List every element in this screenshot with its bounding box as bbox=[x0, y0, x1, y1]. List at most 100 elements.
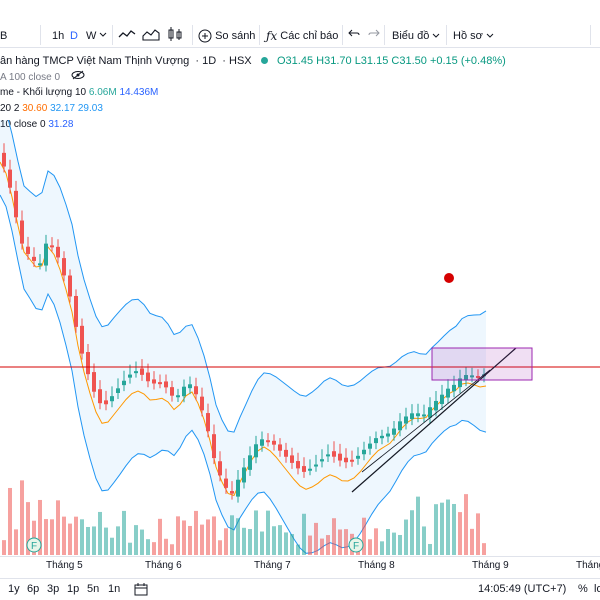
candle-body bbox=[176, 395, 180, 398]
volume-bar bbox=[266, 510, 270, 555]
candle-body bbox=[182, 386, 186, 397]
cursor-dot bbox=[444, 273, 454, 283]
candle-body bbox=[230, 491, 234, 494]
volume-bar bbox=[176, 516, 180, 555]
undo-icon[interactable] bbox=[348, 27, 360, 45]
volume-bar bbox=[158, 518, 162, 555]
volume-bar bbox=[92, 526, 96, 555]
candle-body bbox=[272, 440, 276, 445]
candle-body bbox=[218, 461, 222, 476]
volume-bar bbox=[56, 500, 60, 555]
interval-1h[interactable]: 1h bbox=[52, 30, 65, 42]
indicators-button[interactable]: ƒx Các chỉ báo bbox=[266, 27, 338, 45]
candle-body bbox=[8, 169, 12, 188]
ohlc-open: O31.45 bbox=[276, 55, 314, 67]
volume-bar bbox=[74, 516, 78, 555]
interval-dropdown-icon[interactable] bbox=[99, 27, 107, 45]
symbol-name: ân hàng TMCP Việt Nam Thịnh Vượng bbox=[0, 55, 190, 67]
interval-w[interactable]: W bbox=[86, 30, 97, 42]
interval-d[interactable]: D bbox=[70, 30, 78, 42]
layout-button[interactable]: Biểu đồ bbox=[392, 27, 440, 45]
bb-basis: 30.60 bbox=[22, 103, 48, 114]
redo-icon[interactable] bbox=[368, 27, 380, 45]
compare-label: So sánh bbox=[215, 30, 256, 42]
candles-icon[interactable] bbox=[166, 27, 184, 45]
volume-bar bbox=[314, 522, 318, 555]
volume-bar bbox=[272, 526, 276, 555]
area-chart-icon[interactable] bbox=[142, 27, 160, 45]
log-toggle[interactable]: lo bbox=[594, 583, 600, 595]
candle-body bbox=[290, 455, 294, 463]
volume-bar bbox=[14, 529, 18, 555]
volume-bar bbox=[434, 504, 438, 555]
volume-bar bbox=[20, 480, 24, 555]
candle-body bbox=[368, 443, 372, 449]
bb-upper: 32.17 bbox=[50, 103, 76, 114]
trend-line bbox=[351, 347, 517, 493]
volume-value-1: 6.06M bbox=[88, 87, 117, 98]
fx-icon: ƒx bbox=[266, 29, 278, 44]
range-3m[interactable]: 3p bbox=[47, 583, 60, 595]
percent-toggle[interactable]: % bbox=[578, 583, 588, 595]
volume-bar bbox=[326, 535, 330, 555]
range-6m[interactable]: 6p bbox=[27, 583, 40, 595]
eye-off-icon[interactable] bbox=[68, 70, 85, 83]
volume-bar bbox=[476, 513, 480, 555]
candle-body bbox=[128, 374, 132, 378]
candle-body bbox=[80, 325, 84, 354]
event-marker-circle bbox=[348, 537, 364, 553]
ohlc-high: H31.70 bbox=[316, 55, 352, 67]
top-toolbar: B 1h D W So sánh ƒx Các chỉ báo Biểu đồ … bbox=[0, 0, 600, 48]
volume-bar bbox=[296, 544, 300, 555]
compare-button[interactable]: So sánh bbox=[198, 27, 255, 45]
ohlc-change: +0.15 (+0.48%) bbox=[429, 55, 506, 67]
toolbar-divider bbox=[446, 25, 447, 45]
candle-body bbox=[302, 466, 306, 472]
volume-bar bbox=[428, 543, 432, 555]
volume-bar bbox=[26, 502, 30, 555]
profile-button[interactable]: Hồ sơ bbox=[453, 27, 494, 45]
range-1y[interactable]: 1y bbox=[8, 583, 20, 595]
volume-bar bbox=[62, 516, 66, 555]
volume-bar bbox=[404, 519, 408, 555]
range-5d[interactable]: 5n bbox=[87, 583, 100, 595]
candle-body bbox=[68, 275, 72, 297]
x-tick-label: Tháng 9 bbox=[472, 560, 509, 571]
candle-body bbox=[146, 372, 150, 382]
candle-body bbox=[446, 388, 450, 398]
candle-body bbox=[20, 220, 24, 244]
range-1m[interactable]: 1p bbox=[67, 583, 80, 595]
clock-time[interactable]: 14:05:49 (UTC+7) bbox=[478, 583, 567, 595]
symbol-search[interactable]: B bbox=[0, 30, 8, 42]
candle-body bbox=[482, 374, 486, 377]
candle-body bbox=[2, 152, 6, 167]
ma-label: A 100 close 0 bbox=[0, 72, 61, 83]
candle-body bbox=[374, 438, 378, 444]
volume-bar bbox=[332, 518, 336, 555]
date-range-icon[interactable] bbox=[134, 583, 148, 599]
toolbar-divider bbox=[384, 25, 385, 45]
candlestick-series bbox=[2, 143, 486, 503]
candle-body bbox=[284, 449, 288, 457]
range-1d[interactable]: 1n bbox=[108, 583, 121, 595]
candle-body bbox=[314, 464, 318, 467]
bollinger-band bbox=[0, 120, 487, 554]
candle-body bbox=[422, 414, 426, 417]
bb-legend: 20 2 30.60 32.17 29.03 bbox=[0, 102, 103, 116]
candle-body bbox=[380, 435, 384, 439]
event-marker-label: F bbox=[353, 541, 359, 552]
line-chart-icon[interactable] bbox=[118, 27, 136, 45]
volume-bar bbox=[218, 540, 222, 555]
volume-bar bbox=[362, 517, 366, 555]
candle-body bbox=[212, 434, 216, 459]
candle-body bbox=[404, 416, 408, 424]
ohlc-low: L31.15 bbox=[354, 55, 389, 67]
toolbar-divider bbox=[342, 25, 343, 45]
highlight-rectangle bbox=[431, 347, 533, 381]
candle-body bbox=[254, 444, 258, 458]
volume-bar bbox=[398, 534, 402, 555]
candle-body bbox=[56, 246, 60, 258]
symbol-interval: 1D bbox=[202, 55, 217, 67]
volume-bar bbox=[98, 511, 102, 555]
